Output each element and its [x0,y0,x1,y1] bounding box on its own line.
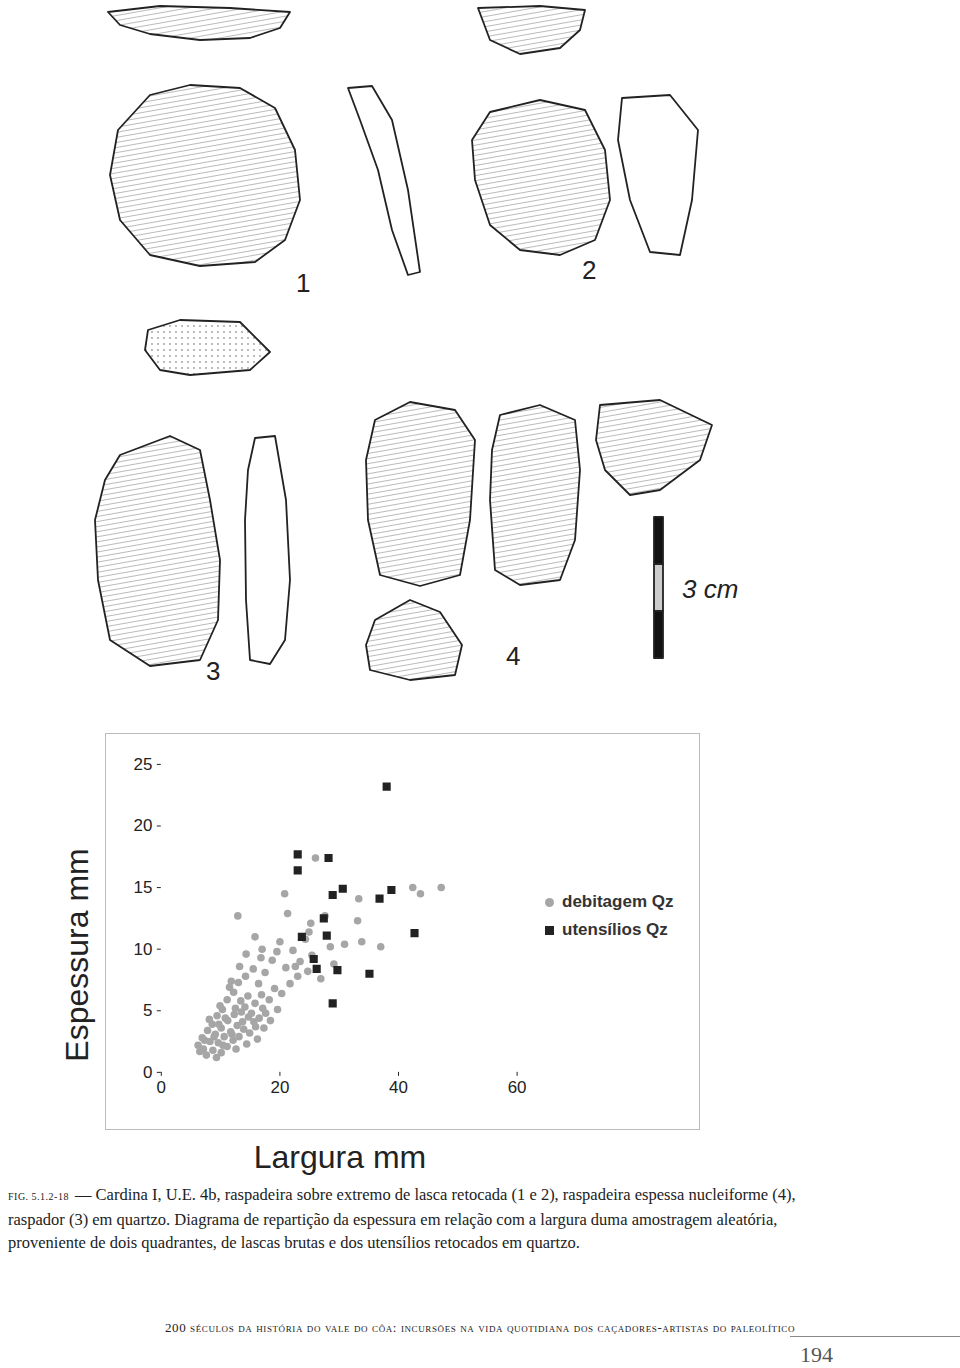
svg-text:20: 20 [270,1078,289,1097]
svg-text:15: 15 [134,878,153,897]
html-text:debitagem Qz: debitagem Qz [562,892,674,911]
html-text:Largura mm: Largura mm [253,1138,427,1175]
html-text:3: 3 [206,656,221,686]
html-text:1: 1 [296,268,311,298]
html-text:3 cm: 3 cm [682,574,739,604]
svg-text:25: 25 [134,755,153,774]
html-text:FIG. 5.1.2-18 — Cardina I, U.E: FIG. 5.1.2-18 — Cardina I, U.E. 4b, rasp… [8,1185,796,1252]
svg-text:40: 40 [389,1078,408,1097]
svg-text:5: 5 [143,1001,152,1020]
html-text:200 séculos da história do val: 200 séculos da história do vale do côa: … [165,1320,795,1335]
svg-text:10: 10 [134,940,153,959]
html-text:utensílios Qz: utensílios Qz [562,920,668,939]
html-text:194: 194 [800,1342,833,1367]
html-text:2: 2 [582,255,597,285]
svg-text:60: 60 [508,1078,527,1097]
svg-text:20: 20 [134,816,153,835]
svg-text:0: 0 [143,1063,152,1082]
html-text:Espessura mm: Espessura mm [58,848,95,1062]
svg-text:0: 0 [157,1078,166,1097]
html-text:4: 4 [506,641,521,671]
